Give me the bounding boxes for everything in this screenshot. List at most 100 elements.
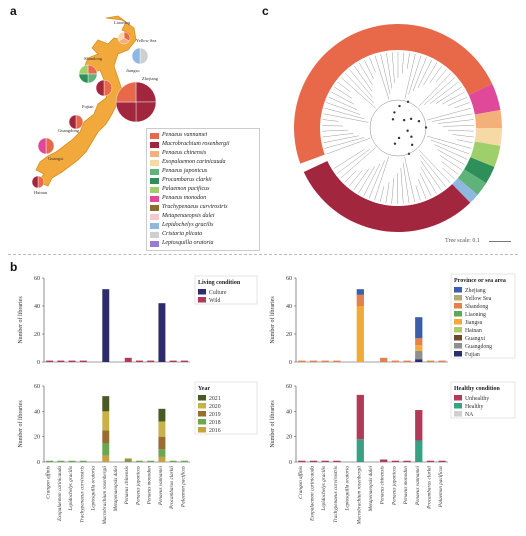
legend-label: Metapenaeopsis dalei (162, 213, 215, 219)
panel-label-b: b (10, 260, 18, 274)
tree-branch (412, 57, 427, 91)
legend-swatch (454, 403, 462, 409)
tree-clade-band (468, 84, 501, 115)
legend-label: Penaeus japonicus (162, 168, 208, 174)
x-tick-label: Procambarus clarkii (426, 465, 432, 509)
bar-segment (298, 360, 306, 362)
tree-branch (420, 160, 442, 191)
bar-segment (158, 436, 166, 450)
map-pie-slice (78, 73, 89, 84)
x-tick-label: Penaeus monodon (403, 466, 409, 506)
bar-segment (102, 411, 110, 431)
bar-segment (180, 360, 188, 362)
tree-branch (436, 69, 447, 82)
bar-segment (415, 410, 423, 441)
bar-segment (124, 459, 132, 461)
bar-segment (356, 294, 364, 306)
tree-branch (322, 133, 354, 138)
bar-segment (158, 303, 166, 362)
map-region-label: Shandong (84, 56, 103, 61)
bar-segment (356, 306, 364, 362)
legend-swatch (198, 411, 206, 417)
species-legend-item: Metapenaeopsis dalei (147, 212, 259, 221)
tree-branch (324, 137, 365, 149)
map-region-label: Guangxi (48, 156, 64, 161)
y-tick-label: 20 (34, 332, 40, 338)
map-pie-slice (37, 175, 45, 189)
legend-label: Fujian (465, 352, 480, 358)
y-tick-label: 20 (286, 435, 292, 441)
y-tick-label: 0 (37, 360, 40, 366)
x-tick-label: Penaeus chinensis (124, 466, 130, 505)
map-region-label: Liaoning (114, 20, 131, 25)
bar-segment (415, 338, 423, 346)
map-region-label: Guangdong (58, 128, 80, 133)
map-pie-slice (115, 101, 137, 123)
tree-branch (442, 125, 474, 127)
legend-title: Province or sea area (454, 278, 506, 284)
tree-branch (392, 52, 395, 84)
y-tick-label: 40 (286, 409, 292, 415)
tree-node (402, 118, 406, 122)
tree-branch (323, 113, 369, 123)
tree-branch (408, 55, 422, 95)
tree-scale-label: Tree scale: 0.1 (445, 238, 480, 244)
legend-title: Year (198, 386, 210, 392)
map-region-label: Jiangsu (126, 68, 140, 73)
species-legend-item: Procambarus clarkii (147, 176, 259, 185)
tree-branch (341, 77, 376, 109)
bar-segment (321, 360, 329, 362)
bar-segment (426, 360, 435, 362)
tree-branch (404, 53, 416, 99)
species-legend-item: Penaeus japonicus (147, 167, 259, 176)
map-pie-slice (115, 81, 137, 103)
panel-label-c: c (262, 4, 269, 18)
tree-branch (334, 86, 352, 99)
map-pie-slice (139, 47, 149, 65)
bar-segment (102, 396, 110, 412)
tree-branch (368, 160, 385, 199)
map-region-label: Yellow Sea (136, 38, 156, 43)
tree-clade-band (452, 178, 478, 203)
bar-segment (309, 360, 318, 362)
tree-branch (423, 62, 438, 86)
tree-branch (434, 144, 468, 160)
species-legend-item: Macrobrachium rosenbergii (147, 140, 259, 149)
tree-branch (441, 91, 465, 105)
bar-segment (68, 360, 76, 362)
x-tick-label: Exopalaemon carinicauda (57, 466, 63, 522)
bar-segment (415, 345, 423, 351)
bar-segment (124, 458, 132, 460)
legend-swatch (198, 297, 206, 303)
bar-segment (356, 439, 364, 462)
chart-healthy-condition: 0 20 40 60 Number of libraries Crangon affini… (269, 381, 516, 525)
tree-branch (437, 149, 465, 165)
species-legend-item: Penaeus vannamei (147, 131, 259, 140)
legend-swatch (198, 403, 206, 409)
tree-branch (353, 168, 370, 190)
bar-segment (391, 360, 400, 362)
tree-branch (349, 170, 363, 187)
bar-segment (380, 459, 388, 462)
bar-segment (321, 460, 329, 462)
legend-label: 2021 (209, 396, 221, 402)
legend-label: Liaoning (465, 312, 486, 318)
legend-label: Culture (209, 290, 227, 296)
y-tick-label: 20 (34, 435, 40, 441)
bar-segment (415, 359, 423, 362)
legend-swatch (454, 411, 462, 417)
phylogenetic-tree (293, 23, 502, 232)
bar-segment (180, 460, 188, 462)
tree-node (406, 129, 409, 132)
x-tick-label: Penaeus japonicus (135, 466, 141, 506)
tree-branch (418, 73, 451, 107)
species-legend-item: Palaemon pacificus (147, 185, 259, 194)
tree-branch (369, 57, 376, 73)
map-pie-slice (78, 64, 89, 75)
tree-branch (331, 91, 355, 105)
tree-branch (418, 179, 427, 199)
map-pie-slice (117, 31, 125, 42)
legend-label: Penaeus monodon (162, 195, 207, 201)
x-tick-label: Penaeus vannamei (158, 465, 164, 506)
legend-label: Guangdong (465, 344, 492, 350)
